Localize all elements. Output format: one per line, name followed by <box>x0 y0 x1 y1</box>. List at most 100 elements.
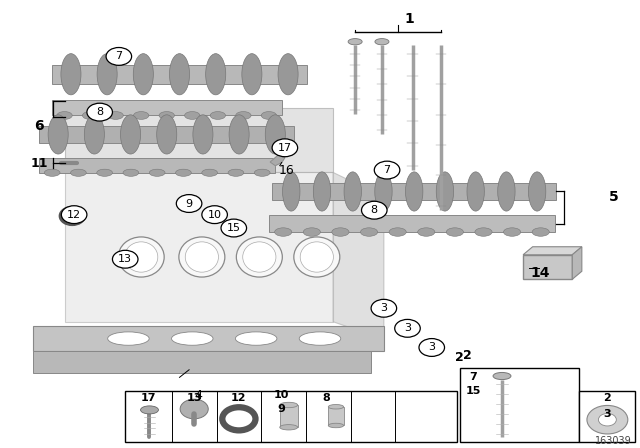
Circle shape <box>176 194 202 212</box>
Text: 14: 14 <box>531 266 550 280</box>
Ellipse shape <box>532 228 549 236</box>
Circle shape <box>419 339 445 357</box>
Ellipse shape <box>236 332 277 345</box>
Text: 163039: 163039 <box>595 436 632 446</box>
Ellipse shape <box>149 169 165 177</box>
Text: 6: 6 <box>34 119 44 133</box>
Ellipse shape <box>236 237 282 277</box>
Polygon shape <box>280 405 298 427</box>
Ellipse shape <box>159 112 174 119</box>
Polygon shape <box>333 172 384 340</box>
Polygon shape <box>33 351 371 373</box>
Ellipse shape <box>243 242 276 272</box>
Text: 10: 10 <box>207 210 221 220</box>
Circle shape <box>374 161 400 179</box>
Text: 13: 13 <box>118 254 132 264</box>
Ellipse shape <box>389 228 406 236</box>
Ellipse shape <box>493 372 511 379</box>
Circle shape <box>395 319 420 337</box>
Circle shape <box>362 201 387 219</box>
Polygon shape <box>39 159 275 173</box>
Circle shape <box>598 414 616 426</box>
Ellipse shape <box>210 112 225 119</box>
Ellipse shape <box>498 172 515 211</box>
Ellipse shape <box>475 228 492 236</box>
Ellipse shape <box>278 54 298 95</box>
Ellipse shape <box>283 172 300 211</box>
Ellipse shape <box>175 169 191 177</box>
FancyBboxPatch shape <box>579 391 635 442</box>
Ellipse shape <box>193 115 213 154</box>
Polygon shape <box>52 65 307 84</box>
Ellipse shape <box>406 172 423 211</box>
Ellipse shape <box>314 172 331 211</box>
Ellipse shape <box>141 406 159 414</box>
Ellipse shape <box>446 228 463 236</box>
Circle shape <box>221 219 246 237</box>
Ellipse shape <box>118 237 164 277</box>
FancyBboxPatch shape <box>125 391 458 442</box>
Ellipse shape <box>294 237 340 277</box>
Polygon shape <box>52 100 282 116</box>
Ellipse shape <box>157 115 177 154</box>
Text: 2: 2 <box>604 393 611 403</box>
Ellipse shape <box>44 169 60 177</box>
Ellipse shape <box>280 425 298 430</box>
Polygon shape <box>269 215 555 232</box>
Ellipse shape <box>57 112 72 119</box>
Text: 3: 3 <box>604 409 611 419</box>
Ellipse shape <box>70 169 86 177</box>
Ellipse shape <box>123 169 139 177</box>
Ellipse shape <box>120 115 141 154</box>
Polygon shape <box>328 407 344 426</box>
Ellipse shape <box>170 54 189 95</box>
Text: 12: 12 <box>231 393 246 403</box>
Ellipse shape <box>172 332 213 345</box>
Circle shape <box>371 299 397 317</box>
Ellipse shape <box>300 332 340 345</box>
Text: 9: 9 <box>278 404 285 414</box>
Ellipse shape <box>275 228 292 236</box>
Ellipse shape <box>529 172 546 211</box>
Ellipse shape <box>83 112 98 119</box>
Text: 9: 9 <box>186 198 193 208</box>
Ellipse shape <box>254 169 270 177</box>
Polygon shape <box>39 125 294 143</box>
Text: 8: 8 <box>371 205 378 215</box>
Circle shape <box>61 206 87 224</box>
Ellipse shape <box>125 242 158 272</box>
Ellipse shape <box>328 423 344 428</box>
Ellipse shape <box>375 172 392 211</box>
Text: 11: 11 <box>30 157 48 170</box>
Ellipse shape <box>184 112 200 119</box>
Ellipse shape <box>229 115 249 154</box>
Ellipse shape <box>97 169 113 177</box>
Ellipse shape <box>261 112 276 119</box>
Polygon shape <box>572 247 582 279</box>
Ellipse shape <box>300 242 333 272</box>
Polygon shape <box>272 183 556 200</box>
Text: 7: 7 <box>383 165 390 175</box>
Text: 10: 10 <box>274 390 289 400</box>
Text: 7: 7 <box>115 52 122 61</box>
Text: 17: 17 <box>141 393 157 403</box>
Ellipse shape <box>179 237 225 277</box>
Text: 16: 16 <box>279 164 294 177</box>
Ellipse shape <box>436 172 454 211</box>
Text: 17: 17 <box>278 143 292 153</box>
Ellipse shape <box>418 228 435 236</box>
Text: 2: 2 <box>463 349 471 362</box>
Ellipse shape <box>48 115 68 154</box>
Text: 2: 2 <box>455 351 463 364</box>
Circle shape <box>272 139 298 157</box>
Ellipse shape <box>84 115 104 154</box>
Ellipse shape <box>185 242 218 272</box>
Ellipse shape <box>348 39 362 45</box>
Ellipse shape <box>236 112 251 119</box>
FancyBboxPatch shape <box>461 368 579 442</box>
Ellipse shape <box>504 228 521 236</box>
Polygon shape <box>65 108 333 172</box>
Polygon shape <box>270 155 285 166</box>
Text: 3: 3 <box>428 342 435 353</box>
Polygon shape <box>523 255 572 279</box>
